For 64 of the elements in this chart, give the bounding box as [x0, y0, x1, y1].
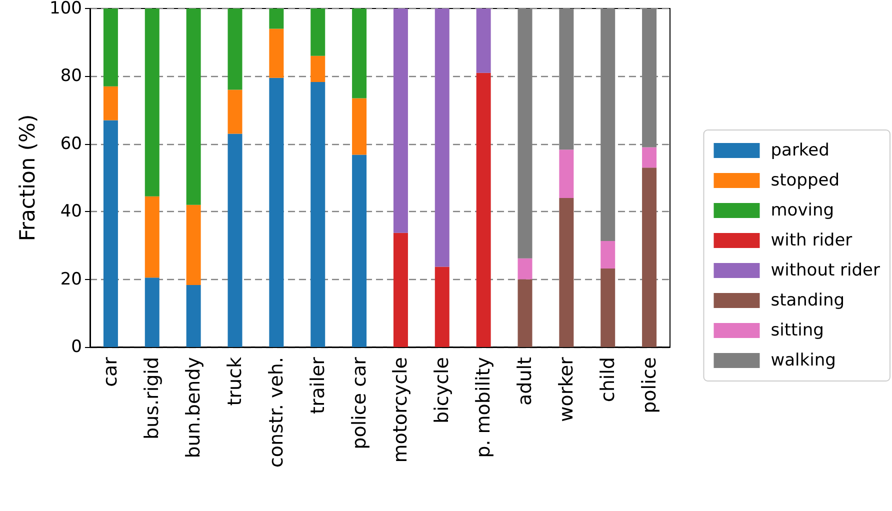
legend-label: with rider — [770, 230, 852, 250]
x-tick-label: constr. veh. — [265, 357, 288, 468]
bar — [642, 147, 657, 168]
bar — [559, 150, 574, 198]
x-tick-label: adult — [514, 357, 536, 406]
bar — [144, 196, 160, 278]
bar — [518, 258, 532, 280]
bar — [434, 8, 450, 267]
y-tick-label: 60 — [60, 134, 82, 154]
legend-label: parked — [770, 140, 830, 160]
x-tick-label: police — [638, 357, 660, 414]
y-tick-label: 40 — [60, 202, 82, 222]
bar — [144, 8, 160, 196]
x-tick-label: truck — [224, 357, 246, 406]
legend-label: without rider — [770, 260, 880, 280]
bar — [352, 8, 367, 98]
bar — [144, 278, 160, 347]
x-tick-label: bicycle — [431, 357, 454, 424]
bar — [352, 98, 367, 155]
bar — [559, 198, 574, 347]
bar — [103, 86, 118, 120]
bar — [269, 28, 284, 78]
x-tick-label: p. mobility — [472, 357, 495, 458]
bar — [476, 8, 491, 73]
x-tick-label: trailer — [306, 356, 329, 414]
bar — [103, 8, 118, 86]
bar — [310, 8, 326, 56]
bar — [186, 204, 201, 286]
bar — [393, 232, 408, 347]
bar — [476, 72, 491, 347]
x-tick-label: motorcycle — [390, 357, 412, 463]
x-tick-label: car — [100, 356, 122, 387]
bar — [269, 78, 284, 347]
bar — [186, 8, 201, 205]
bar — [228, 134, 242, 347]
x-tick-label: bus.rigid — [141, 357, 164, 440]
x-tick-label: child — [596, 357, 619, 402]
x-tick-label: worker — [555, 356, 578, 422]
bar — [228, 8, 242, 90]
legend-label: standing — [770, 290, 845, 310]
bar — [518, 279, 532, 347]
y-tick-label: 0 — [71, 337, 82, 357]
bar — [642, 168, 657, 347]
bar — [186, 285, 201, 347]
bar — [434, 266, 450, 347]
legend-label: walking — [770, 350, 836, 370]
bar — [393, 8, 408, 233]
y-axis-title: Fraction (%) — [16, 114, 40, 242]
bar — [228, 90, 242, 134]
x-tick-label: bun.bendy — [182, 357, 205, 458]
bar — [269, 8, 284, 29]
y-tick-label: 20 — [60, 269, 82, 290]
bar — [103, 120, 118, 347]
y-tick-label: 80 — [60, 66, 82, 86]
bar — [310, 56, 326, 82]
bar — [600, 268, 616, 347]
legend-label: stopped — [770, 170, 840, 190]
bar — [310, 82, 326, 347]
bar — [600, 241, 616, 268]
y-tick-label: 100 — [50, 0, 82, 18]
legend-label: sitting — [770, 320, 824, 340]
bar — [352, 154, 367, 347]
legend-label: moving — [770, 200, 834, 220]
x-tick-label: police car — [348, 356, 370, 450]
